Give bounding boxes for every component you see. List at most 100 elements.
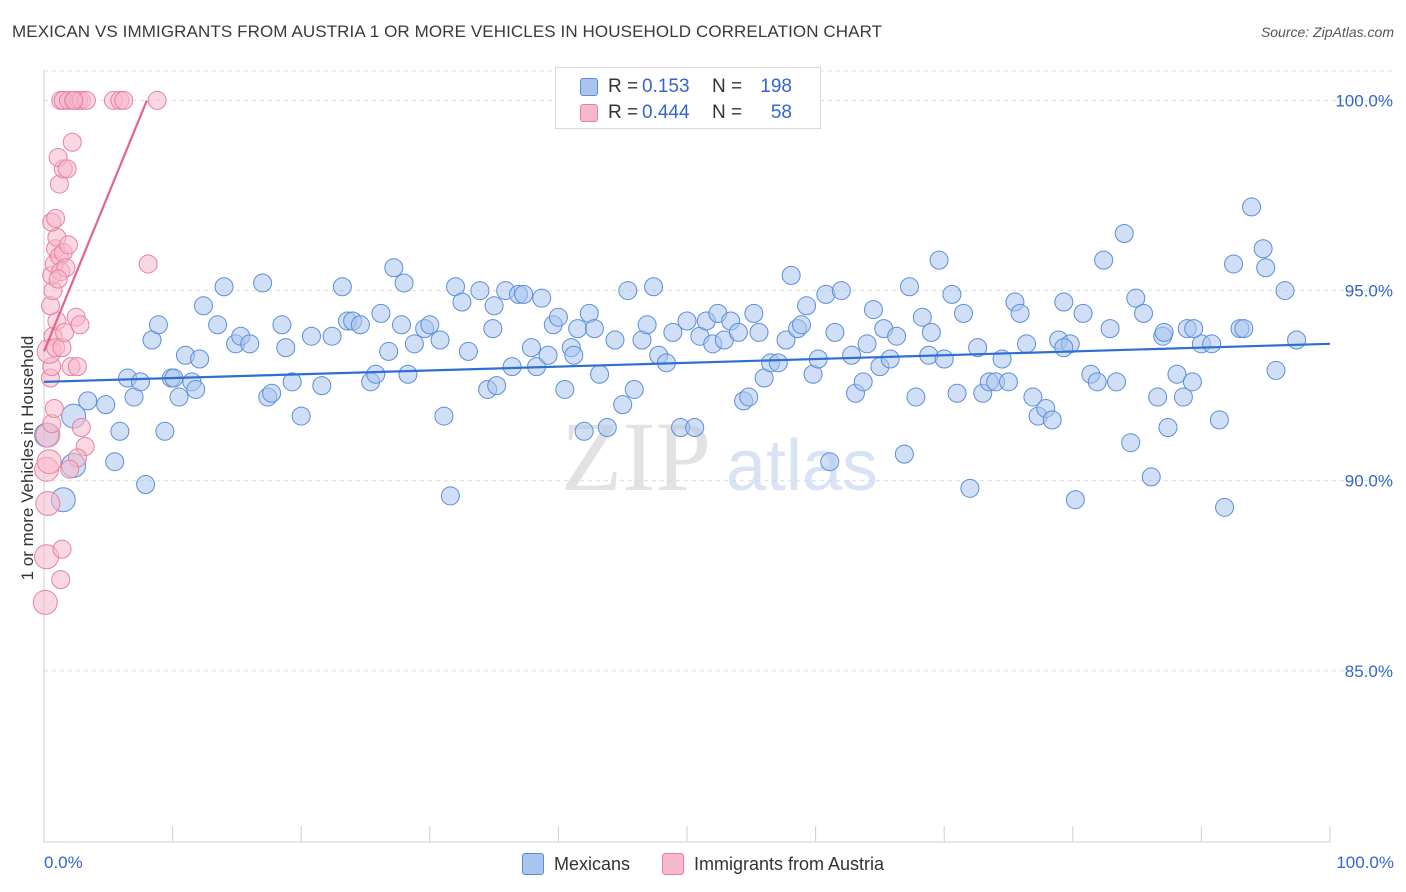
austria-point [114, 90, 134, 110]
mexican-point [605, 330, 625, 350]
mexican-point [618, 281, 638, 301]
mexican-point [276, 338, 296, 358]
austria-point [62, 132, 82, 152]
mexican-trend-line [43, 342, 1331, 383]
y-tick-label: 90.0% [1345, 472, 1393, 491]
legend-item-austria[interactable]: Immigrants from Austria [661, 853, 884, 875]
mexican-point [538, 345, 558, 365]
mexican-point [1087, 372, 1107, 392]
mexican-point [291, 406, 311, 426]
mexican-point [584, 319, 604, 339]
mexican-point [262, 383, 282, 403]
mexican-point [1010, 303, 1030, 323]
mexican-point [332, 277, 352, 297]
mexican-point [831, 281, 851, 301]
mexican-point [564, 345, 584, 365]
legend-swatch-pink [580, 104, 598, 122]
r-value: 0.444 [642, 102, 690, 123]
mexican-point [1107, 372, 1127, 392]
mexican-point [253, 273, 273, 293]
mexican-point [1253, 239, 1273, 259]
mexican-point [574, 421, 594, 441]
mexican-point [791, 315, 811, 335]
mexican-point [1256, 258, 1276, 278]
mexican-point [484, 296, 504, 316]
austria-point [58, 235, 78, 255]
mexican-point [597, 417, 617, 437]
y-tick-label: 100.0% [1335, 91, 1393, 110]
mexican-point [613, 395, 633, 415]
mexican-point [906, 387, 926, 407]
mexican-point [1234, 319, 1254, 339]
mexican-point [136, 475, 156, 495]
mexican-point [214, 277, 234, 297]
mexican-point [968, 338, 988, 358]
mexican-point [929, 250, 949, 270]
mexican-point [430, 330, 450, 350]
mexican-point [440, 486, 460, 506]
mexican-point [768, 353, 788, 373]
legend-item-mexicans[interactable]: Mexicans [521, 853, 630, 875]
austria-point [67, 357, 87, 377]
mexican-point [394, 273, 414, 293]
mexican-point [880, 349, 900, 369]
mexican-point [487, 376, 507, 396]
n-label: N = [712, 76, 743, 97]
y-axis-label: 1 or more Vehicles in Household [18, 335, 37, 581]
grid-layer [44, 70, 1394, 672]
mexican-point [1154, 322, 1174, 342]
austria-point [64, 90, 84, 110]
n-value: 58 [770, 102, 792, 123]
mexican-point [912, 307, 932, 327]
mexican-point [1224, 254, 1244, 274]
mexican-point [555, 379, 575, 399]
mexican-point [1148, 387, 1168, 407]
mexican-point [322, 326, 342, 346]
mexican-point [797, 296, 817, 316]
mexican-point [1134, 303, 1154, 323]
mexican-point [78, 391, 98, 411]
mexican-point [749, 322, 769, 342]
mexican-point [532, 288, 552, 308]
mexican-point [744, 303, 764, 323]
mexican-point [350, 315, 370, 335]
austria-point [32, 589, 58, 615]
mexican-point [1054, 338, 1074, 358]
mexican-point [548, 307, 568, 327]
mexican-point [514, 284, 534, 304]
mexican-point [169, 387, 189, 407]
mexican-point [384, 258, 404, 278]
mexican-point [1054, 292, 1074, 312]
correlation-legend: R = 0.153 N = 198 R = 0.444 N = 58 [555, 67, 821, 129]
mexican-point [853, 372, 873, 392]
legend-swatch-blue [580, 78, 598, 96]
mexican-point [130, 372, 150, 392]
mexican-point [1209, 410, 1229, 430]
mexican-point [1202, 334, 1222, 354]
mexican-point [420, 315, 440, 335]
austria-point [51, 570, 71, 590]
mexican-point [568, 319, 588, 339]
trend-layer [42, 100, 1331, 383]
mexican-point [1167, 364, 1187, 384]
mexican-point [502, 357, 522, 377]
austria-point [52, 539, 72, 559]
mexican-point [677, 311, 697, 331]
mexican-point [148, 315, 168, 335]
mexican-point [1073, 303, 1093, 323]
mexican-point [820, 452, 840, 472]
austria-point [36, 449, 62, 475]
mexican-point [105, 452, 125, 472]
mexican-point [781, 265, 801, 285]
austria-point [57, 159, 77, 179]
mexican-point [398, 364, 418, 384]
mexican-point [110, 421, 130, 441]
mexican-point [190, 349, 210, 369]
mexican-point [863, 300, 883, 320]
mexican-point [452, 292, 472, 312]
n-label: N = [712, 102, 743, 123]
mexican-point [776, 330, 796, 350]
mexican-point [1141, 467, 1161, 487]
mexican-point [404, 334, 424, 354]
